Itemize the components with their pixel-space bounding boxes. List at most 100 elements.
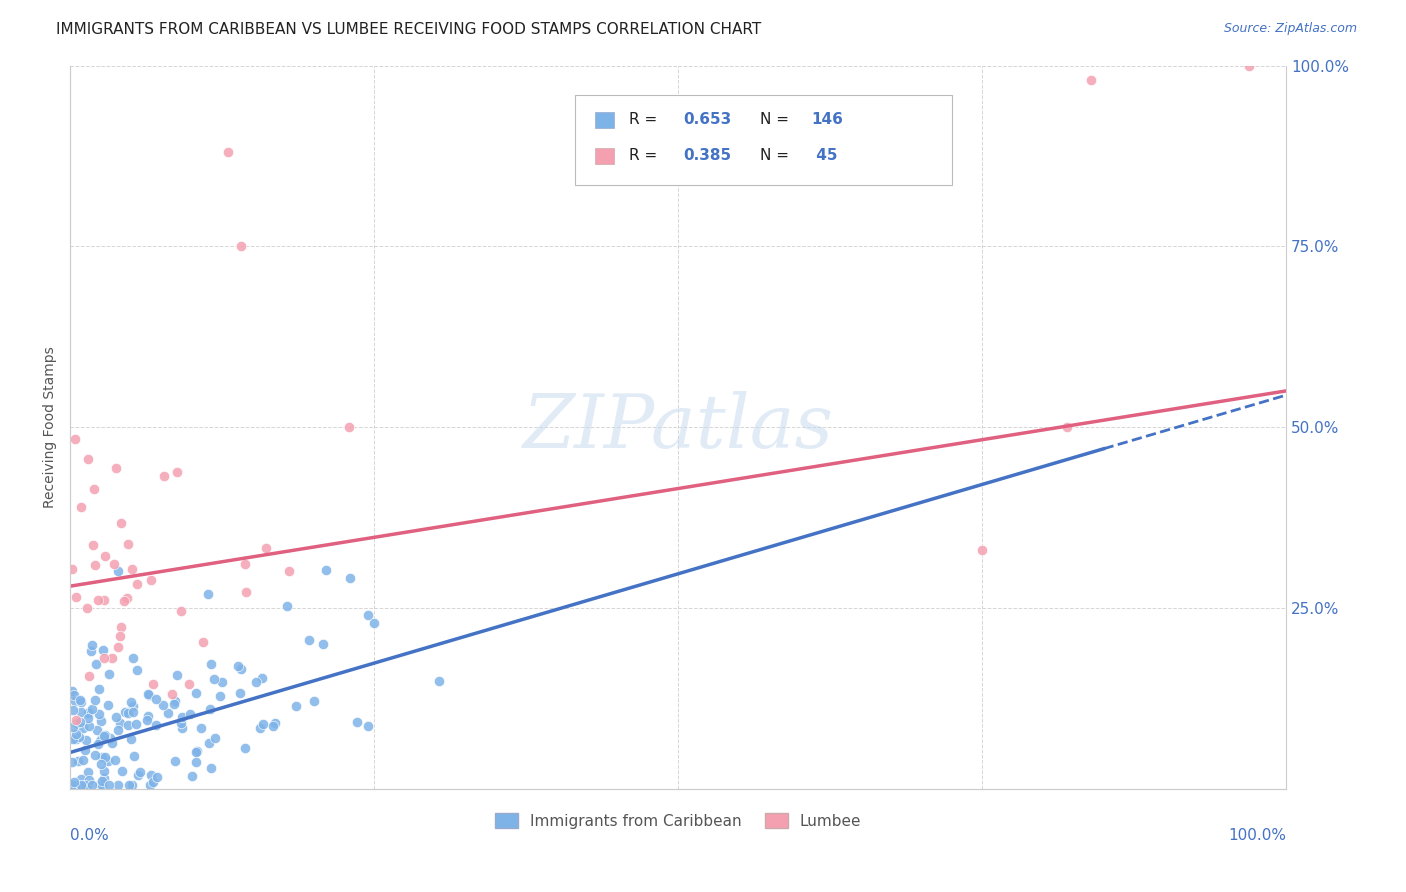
Point bbox=[67, 730, 90, 744]
Point bbox=[66, 716, 89, 731]
Point bbox=[170, 710, 193, 724]
Point bbox=[233, 558, 256, 572]
Point bbox=[121, 778, 143, 792]
Point bbox=[94, 749, 117, 764]
Point bbox=[181, 769, 204, 783]
Point bbox=[67, 754, 90, 768]
Point bbox=[66, 778, 89, 792]
Point bbox=[63, 688, 86, 702]
Point bbox=[70, 695, 93, 709]
Point bbox=[121, 650, 143, 665]
Point bbox=[91, 778, 114, 792]
Point bbox=[153, 469, 176, 483]
Point bbox=[121, 698, 143, 713]
Point bbox=[93, 651, 115, 665]
Text: R =: R = bbox=[628, 112, 662, 128]
Point bbox=[90, 757, 112, 772]
Point bbox=[72, 721, 94, 735]
Point bbox=[108, 629, 131, 643]
Point bbox=[75, 778, 97, 792]
Point bbox=[62, 731, 84, 746]
Point bbox=[122, 705, 145, 719]
FancyBboxPatch shape bbox=[596, 112, 614, 128]
Point bbox=[87, 593, 110, 607]
Point bbox=[145, 691, 167, 706]
Point bbox=[76, 451, 98, 466]
Point bbox=[190, 721, 212, 735]
Point bbox=[139, 768, 162, 782]
Point bbox=[120, 695, 142, 709]
Point bbox=[65, 732, 87, 747]
Point bbox=[91, 774, 114, 789]
Point bbox=[122, 748, 145, 763]
Point bbox=[63, 778, 86, 792]
Point bbox=[103, 557, 125, 571]
Text: 146: 146 bbox=[811, 112, 844, 128]
Point bbox=[298, 633, 321, 648]
Point bbox=[70, 772, 93, 786]
Point bbox=[93, 771, 115, 785]
Point bbox=[200, 702, 222, 716]
Point bbox=[76, 778, 98, 792]
Point bbox=[69, 693, 91, 707]
Text: 45: 45 bbox=[811, 148, 838, 163]
Point bbox=[217, 145, 239, 160]
Point bbox=[111, 764, 134, 779]
Point bbox=[77, 719, 100, 733]
Point bbox=[165, 754, 187, 768]
Point bbox=[346, 714, 368, 729]
Text: 0.385: 0.385 bbox=[683, 148, 731, 163]
Point bbox=[60, 755, 83, 769]
Point bbox=[97, 698, 120, 713]
Point bbox=[80, 701, 103, 715]
Point bbox=[84, 657, 107, 671]
Point bbox=[73, 778, 96, 792]
Point bbox=[62, 720, 84, 734]
Point bbox=[79, 669, 101, 683]
FancyBboxPatch shape bbox=[575, 95, 952, 185]
FancyBboxPatch shape bbox=[596, 148, 614, 164]
Point bbox=[77, 711, 100, 725]
Point bbox=[356, 607, 378, 622]
Point bbox=[198, 736, 221, 750]
Point bbox=[125, 716, 148, 731]
Point bbox=[87, 681, 110, 696]
Point bbox=[202, 672, 225, 686]
Point bbox=[139, 778, 162, 792]
Point bbox=[107, 723, 129, 738]
Point bbox=[114, 705, 136, 719]
Point bbox=[160, 687, 183, 701]
Point bbox=[970, 543, 993, 558]
Point bbox=[65, 727, 87, 741]
Point bbox=[82, 778, 104, 792]
Point bbox=[117, 706, 139, 720]
Point bbox=[117, 718, 139, 732]
Point bbox=[89, 777, 111, 791]
Point bbox=[94, 549, 117, 563]
Point bbox=[315, 563, 337, 577]
Point bbox=[162, 698, 184, 712]
Point bbox=[427, 674, 450, 689]
Point bbox=[65, 694, 87, 708]
Point bbox=[166, 465, 188, 479]
Point bbox=[69, 714, 91, 729]
Point bbox=[70, 778, 93, 792]
Point bbox=[166, 668, 188, 682]
Point bbox=[228, 686, 250, 700]
Point bbox=[235, 585, 257, 599]
Point bbox=[339, 571, 361, 585]
Point bbox=[73, 742, 96, 756]
Point bbox=[72, 753, 94, 767]
Point bbox=[76, 706, 98, 720]
Point bbox=[60, 778, 83, 792]
Legend: Immigrants from Caribbean, Lumbee: Immigrants from Caribbean, Lumbee bbox=[489, 807, 868, 835]
Text: Source: ZipAtlas.com: Source: ZipAtlas.com bbox=[1223, 22, 1357, 36]
Point bbox=[120, 732, 142, 747]
Point bbox=[209, 690, 232, 704]
Point bbox=[200, 761, 222, 775]
Point bbox=[75, 732, 97, 747]
Point bbox=[93, 729, 115, 743]
Point bbox=[157, 706, 180, 720]
Point bbox=[90, 714, 112, 728]
Point bbox=[65, 432, 87, 446]
